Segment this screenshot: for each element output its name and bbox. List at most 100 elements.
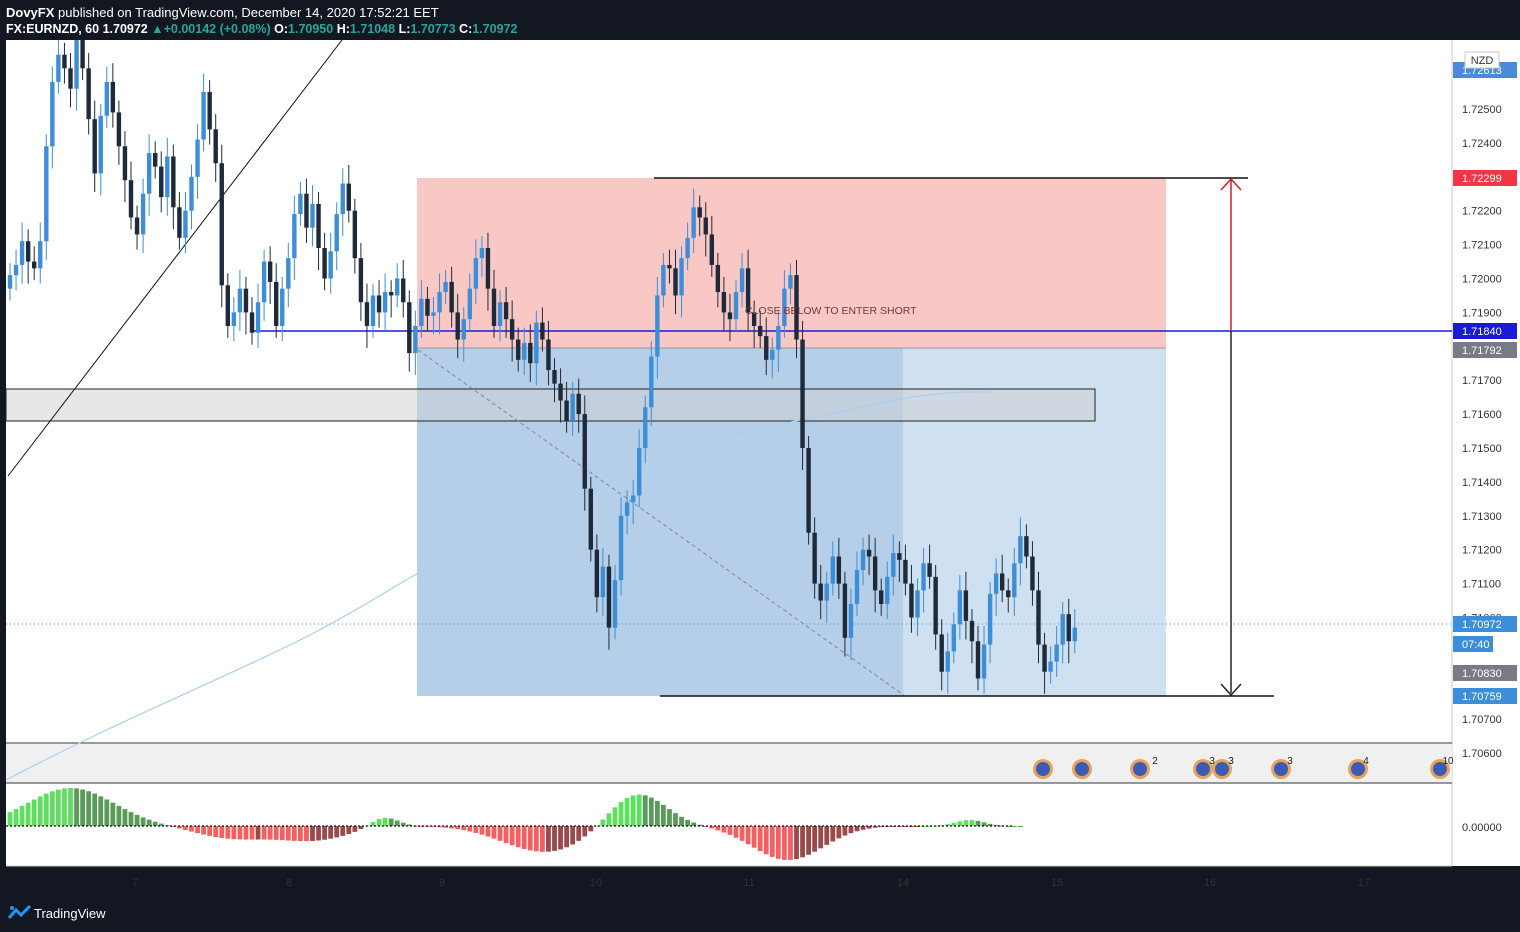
osc-bar	[1011, 825, 1017, 827]
osc-bar	[679, 816, 684, 826]
osc-bar	[546, 826, 551, 852]
candle-body	[171, 156, 176, 208]
candle-body	[261, 261, 267, 303]
candles-group[interactable]	[7, 40, 1077, 694]
osc-bar	[564, 826, 569, 848]
candle-body	[1060, 614, 1065, 645]
trend-line[interactable]	[7, 40, 343, 477]
osc-bar	[757, 826, 763, 852]
candle-body	[479, 247, 485, 259]
candle-body	[987, 593, 993, 645]
osc-bar	[25, 802, 31, 826]
osc-bar	[606, 813, 612, 826]
osc-bar	[310, 826, 315, 841]
osc-bar	[794, 826, 799, 860]
candle-body	[776, 325, 781, 350]
osc-bar	[13, 809, 19, 826]
supply-demand-box[interactable]	[5, 388, 1096, 422]
candle-body	[92, 119, 97, 174]
candle-body	[334, 214, 339, 252]
candle-body	[7, 275, 13, 289]
osc-bar	[903, 826, 908, 827]
publisher-line: DovyFX published on TradingView.com, Dec…	[6, 5, 439, 20]
osc-bar	[733, 826, 739, 838]
candle-body	[885, 576, 890, 604]
trade-annotation[interactable]: CLOSE BELOW TO ENTER SHORT	[745, 305, 917, 317]
osc-bar	[43, 793, 49, 826]
candle-body	[153, 153, 158, 167]
candle-body	[824, 583, 829, 601]
tradingview-brand[interactable]: TradingView	[34, 906, 106, 921]
candle-body	[395, 278, 400, 296]
osc-bar	[969, 820, 975, 826]
osc-bar	[419, 826, 424, 827]
candle-body	[782, 288, 787, 326]
candle-body	[249, 312, 255, 333]
candle-body	[189, 176, 194, 211]
candle-body	[600, 566, 606, 598]
candle-body	[134, 217, 140, 235]
candle-body	[927, 563, 932, 577]
osc-bar	[473, 826, 479, 833]
osc-bar	[346, 826, 352, 835]
candle-body	[1000, 573, 1005, 591]
measure-arrow-down-head	[1220, 683, 1242, 697]
candle-body	[649, 356, 654, 408]
candle-body	[122, 146, 128, 181]
osc-bar	[152, 821, 158, 826]
osc-bar	[721, 826, 727, 833]
price-chart[interactable]: CLOSE BELOW TO ENTER SHORT 1.72500 1.7240…	[0, 40, 1520, 896]
osc-bar	[594, 825, 600, 827]
candle-body	[667, 264, 672, 269]
osc-bar	[630, 795, 636, 826]
tradingview-logo-icon[interactable]	[8, 904, 32, 920]
candle-body	[364, 302, 370, 326]
price-tick-label: 1.71700	[1462, 375, 1502, 387]
position-zones[interactable]	[417, 178, 1166, 696]
candle-body	[110, 81, 116, 113]
osc-bar	[654, 800, 660, 826]
author-name[interactable]: DovyFX	[6, 5, 55, 20]
candle-body	[933, 576, 938, 635]
osc-bar	[394, 820, 400, 826]
osc-bar	[56, 789, 61, 826]
event-flag-inner	[1433, 762, 1447, 776]
price-tick-label: 1.71200	[1462, 545, 1502, 557]
candle-body	[449, 281, 454, 313]
candle-body	[612, 580, 618, 628]
currency-label-box[interactable]: NZD	[1464, 51, 1500, 69]
symbol-label[interactable]: FX:EURNZD, 60	[6, 22, 100, 36]
candle-body	[721, 292, 727, 313]
event-markers[interactable]: 2 3 3 3 4 10	[1033, 756, 1454, 779]
osc-bar	[763, 826, 769, 855]
candle-body	[280, 288, 285, 326]
osc-bar	[533, 826, 539, 852]
osc-bar	[255, 826, 261, 840]
osc-bar	[830, 826, 836, 842]
candle-body	[727, 312, 733, 320]
osc-bar	[285, 826, 291, 841]
candle-body	[292, 214, 297, 259]
candle-body	[975, 641, 981, 679]
candle-body	[733, 292, 739, 320]
price-tick-label: 1.71100	[1462, 579, 1501, 591]
candle-body	[243, 288, 249, 313]
candle-body	[310, 203, 315, 228]
candle-body	[903, 559, 908, 584]
osc-bar	[328, 826, 334, 839]
target-zone[interactable]	[417, 178, 1166, 348]
change-value: +0.00142 (+0.08%)	[163, 22, 271, 36]
osc-bar	[685, 819, 690, 826]
published-text: published on TradingView.com, December 1…	[58, 5, 439, 20]
price-tag-box	[1453, 616, 1517, 632]
candle-body	[497, 302, 503, 326]
event-pane	[6, 744, 1452, 783]
candle-body	[201, 92, 206, 140]
candle-body	[128, 180, 134, 218]
dashed-trend-line	[417, 349, 906, 697]
candle-body	[637, 448, 642, 496]
candle-body	[661, 264, 666, 296]
osc-bar	[915, 826, 920, 827]
osc-bar	[37, 796, 43, 826]
osc-bar	[824, 826, 830, 845]
